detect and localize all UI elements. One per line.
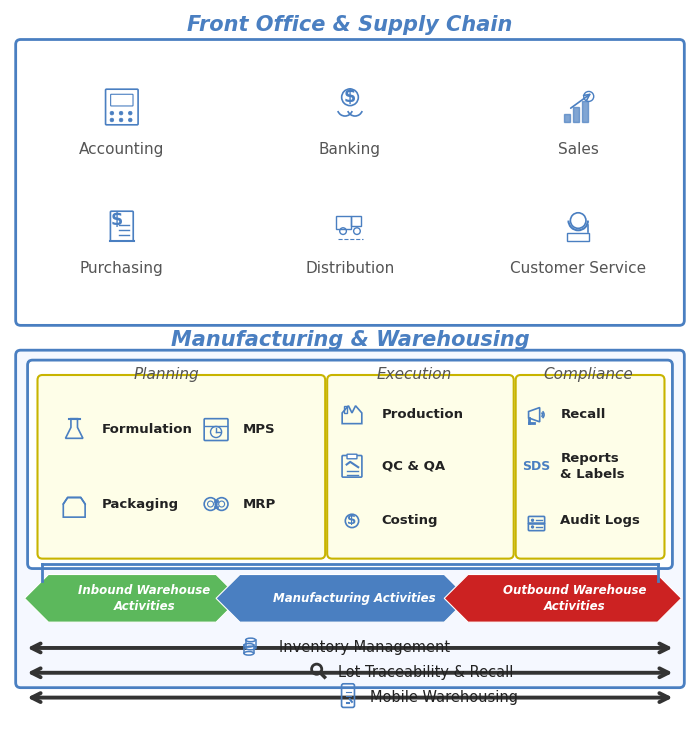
Text: Reports
& Labels: Reports & Labels bbox=[560, 452, 625, 481]
FancyBboxPatch shape bbox=[347, 454, 357, 459]
Circle shape bbox=[119, 111, 123, 115]
Text: $: $ bbox=[111, 211, 123, 229]
Text: $: $ bbox=[344, 88, 356, 106]
Circle shape bbox=[531, 519, 533, 521]
Text: Mobile Warehousing: Mobile Warehousing bbox=[370, 690, 518, 705]
Circle shape bbox=[531, 526, 533, 528]
Bar bbox=[344, 406, 347, 413]
Bar bbox=[564, 114, 570, 122]
Text: SDS: SDS bbox=[522, 460, 551, 472]
Text: Manufacturing Activities: Manufacturing Activities bbox=[273, 592, 435, 604]
Polygon shape bbox=[216, 574, 468, 622]
Text: Front Office & Supply Chain: Front Office & Supply Chain bbox=[188, 14, 512, 34]
Ellipse shape bbox=[244, 652, 253, 655]
Text: Lot Traceability & Recall: Lot Traceability & Recall bbox=[338, 665, 514, 680]
FancyBboxPatch shape bbox=[516, 375, 664, 559]
Circle shape bbox=[119, 118, 123, 122]
Text: Inbound Warehouse
Activities: Inbound Warehouse Activities bbox=[78, 584, 210, 613]
Text: Planning: Planning bbox=[134, 368, 199, 382]
Circle shape bbox=[128, 111, 132, 115]
Text: Outbound Warehouse
Activities: Outbound Warehouse Activities bbox=[503, 584, 647, 613]
Text: Formulation: Formulation bbox=[102, 423, 193, 436]
FancyBboxPatch shape bbox=[327, 375, 514, 559]
Text: MRP: MRP bbox=[243, 497, 276, 511]
Text: Distribution: Distribution bbox=[305, 261, 395, 276]
Polygon shape bbox=[25, 574, 240, 622]
Text: Banking: Banking bbox=[319, 142, 381, 158]
Bar bbox=[573, 107, 580, 122]
Ellipse shape bbox=[246, 646, 256, 650]
Text: Recall: Recall bbox=[560, 408, 606, 422]
Text: Customer Service: Customer Service bbox=[510, 261, 646, 276]
Bar bbox=[336, 217, 351, 229]
Text: $: $ bbox=[347, 514, 356, 527]
Text: Accounting: Accounting bbox=[79, 142, 164, 158]
Text: Execution: Execution bbox=[377, 368, 452, 382]
FancyBboxPatch shape bbox=[15, 350, 685, 688]
FancyBboxPatch shape bbox=[15, 40, 685, 326]
Text: Manufacturing & Warehousing: Manufacturing & Warehousing bbox=[171, 330, 529, 350]
Text: Inventory Management: Inventory Management bbox=[279, 640, 449, 656]
Text: Costing: Costing bbox=[382, 514, 438, 527]
Bar bbox=[351, 217, 361, 226]
Circle shape bbox=[110, 111, 113, 115]
Text: Sales: Sales bbox=[558, 142, 598, 158]
Circle shape bbox=[128, 118, 132, 122]
FancyBboxPatch shape bbox=[38, 375, 326, 559]
Text: Audit Logs: Audit Logs bbox=[560, 514, 640, 527]
Text: MPS: MPS bbox=[243, 423, 276, 436]
Circle shape bbox=[110, 118, 113, 122]
FancyBboxPatch shape bbox=[27, 360, 673, 568]
Bar bbox=[582, 101, 588, 122]
Text: Packaging: Packaging bbox=[102, 497, 179, 511]
Bar bbox=[567, 233, 589, 242]
Text: QC & QA: QC & QA bbox=[382, 460, 445, 472]
Polygon shape bbox=[444, 574, 681, 622]
Text: Purchasing: Purchasing bbox=[80, 261, 164, 276]
Text: Production: Production bbox=[382, 408, 463, 422]
Text: Compliance: Compliance bbox=[543, 368, 633, 382]
